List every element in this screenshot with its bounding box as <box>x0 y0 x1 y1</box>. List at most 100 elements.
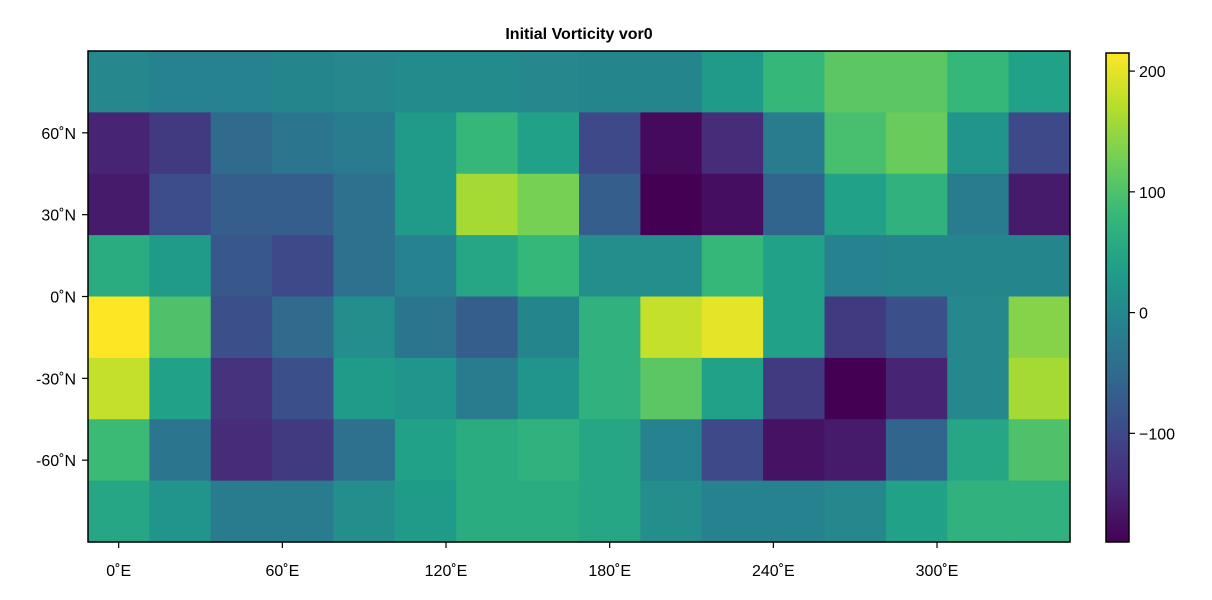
heatmap-cell <box>640 419 703 482</box>
heatmap-cell <box>272 173 335 236</box>
heatmap-cell <box>272 480 335 543</box>
heatmap-cell <box>947 173 1010 236</box>
heatmap-cell <box>640 173 703 236</box>
heatmap-cell <box>947 51 1010 113</box>
heatmap-cell <box>763 112 826 175</box>
heatmap-cell <box>333 296 396 359</box>
y-tick-label: -60˚N <box>36 453 76 470</box>
heatmap-cell <box>824 173 887 236</box>
heatmap-cell <box>88 235 150 298</box>
heatmap-cell <box>947 235 1010 298</box>
heatmap-cell <box>701 235 764 298</box>
heatmap-cell <box>88 112 150 175</box>
heatmap-cell <box>88 357 150 420</box>
heatmap-cell <box>456 173 519 236</box>
y-tick-label: 60˚N <box>41 126 76 143</box>
heatmap-cell <box>456 357 519 420</box>
heatmap-cell <box>824 480 887 543</box>
heatmap-cell <box>272 357 335 420</box>
heatmap-cell <box>456 51 519 113</box>
heatmap-cell <box>763 480 826 543</box>
heatmap-cell <box>394 235 457 298</box>
heatmap-cell <box>210 480 273 543</box>
heatmap-cell <box>1008 357 1071 420</box>
heatmap-cell <box>885 51 948 113</box>
heatmap-cell <box>456 235 519 298</box>
heatmap-cell <box>88 296 150 359</box>
heatmap-cell <box>272 235 335 298</box>
heatmap-cell <box>824 296 887 359</box>
heatmap-cell <box>885 112 948 175</box>
heatmap-cell <box>149 112 212 175</box>
heatmap-cell <box>149 235 212 298</box>
heatmap-cell <box>333 235 396 298</box>
heatmap-cell <box>640 235 703 298</box>
heatmap-cell <box>88 173 150 236</box>
y-axis: 60˚N 30˚N 0˚N -30˚N -60˚N <box>36 126 88 470</box>
heatmap-cells <box>88 51 1071 543</box>
heatmap-cell <box>88 480 150 543</box>
heatmap-cell <box>763 235 826 298</box>
heatmap-cell <box>517 296 580 359</box>
heatmap-cell <box>394 419 457 482</box>
heatmap-cell <box>579 112 641 175</box>
heatmap-cell <box>456 296 519 359</box>
heatmap-cell <box>394 357 457 420</box>
heatmap-cell <box>210 419 273 482</box>
x-tick-label: 120˚E <box>425 563 468 580</box>
x-tick-label: 0˚E <box>106 563 131 580</box>
heatmap-cell <box>272 112 335 175</box>
heatmap-cell <box>88 419 150 482</box>
heatmap-cell <box>394 480 457 543</box>
heatmap-cell <box>1008 296 1071 359</box>
heatmap-cell <box>947 357 1010 420</box>
heatmap-cell <box>456 112 519 175</box>
heatmap-cell <box>333 419 396 482</box>
heatmap-cell <box>763 296 826 359</box>
heatmap-cell <box>210 51 273 113</box>
heatmap-cell <box>517 235 580 298</box>
heatmap-cell <box>517 173 580 236</box>
heatmap-cell <box>210 235 273 298</box>
heatmap-cell <box>272 419 335 482</box>
heatmap-cell <box>701 296 764 359</box>
heatmap-cell <box>640 112 703 175</box>
heatmap-cell <box>640 296 703 359</box>
heatmap-cell <box>149 357 212 420</box>
heatmap-cell <box>824 419 887 482</box>
heatmap-cell <box>149 480 212 543</box>
colorbar-tick-label: 200 <box>1139 64 1166 81</box>
heatmap-cell <box>88 51 150 113</box>
heatmap-cell <box>579 357 641 420</box>
heatmap-cell <box>640 357 703 420</box>
colorbar-tick-label: 100 <box>1139 185 1166 202</box>
heatmap-cell <box>824 51 887 113</box>
colorbar-tick-label: 0 <box>1139 306 1148 323</box>
heatmap-cell <box>885 173 948 236</box>
heatmap-cell <box>1008 419 1071 482</box>
heatmap-cell <box>763 357 826 420</box>
heatmap-cell <box>1008 173 1071 236</box>
heatmap-cell <box>456 480 519 543</box>
heatmap-cell <box>333 357 396 420</box>
heatmap-cell <box>824 235 887 298</box>
heatmap-cell <box>579 173 641 236</box>
heatmap-cell <box>763 419 826 482</box>
heatmap-cell <box>763 51 826 113</box>
heatmap-cell <box>947 112 1010 175</box>
heatmap-cell <box>947 480 1010 543</box>
x-tick-label: 300˚E <box>916 563 959 580</box>
heatmap-cell <box>701 357 764 420</box>
heatmap-cell <box>824 112 887 175</box>
heatmap-cell <box>885 357 948 420</box>
x-tick-label: 180˚E <box>588 563 631 580</box>
heatmap-cell <box>1008 51 1071 113</box>
heatmap-cell <box>517 51 580 113</box>
heatmap-cell <box>210 112 273 175</box>
heatmap-cell <box>1008 480 1071 543</box>
heatmap-cell <box>333 480 396 543</box>
colorbar <box>1105 52 1130 543</box>
heatmap-cell <box>885 235 948 298</box>
heatmap-cell <box>272 296 335 359</box>
